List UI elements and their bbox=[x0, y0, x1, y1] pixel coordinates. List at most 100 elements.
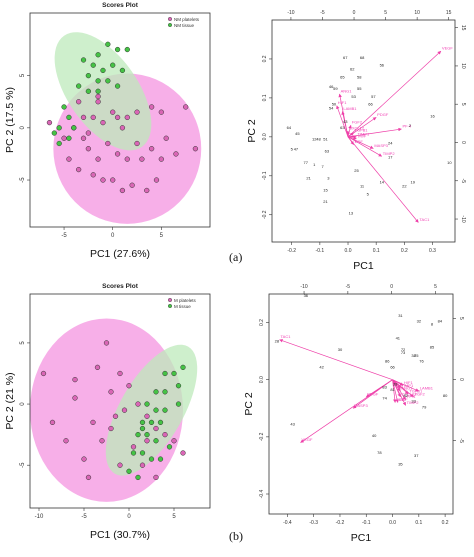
tissue-score-point bbox=[162, 389, 168, 395]
platelet-score-point bbox=[163, 135, 169, 141]
x-tick-label: -0.3 bbox=[309, 520, 318, 526]
loading-label: EGF bbox=[355, 139, 364, 144]
tissue-score-point bbox=[105, 41, 111, 47]
x-tick-label: -5 bbox=[61, 233, 67, 239]
x-tick-label: 0.3 bbox=[429, 248, 436, 254]
loading-arrow bbox=[347, 124, 352, 137]
loading-label: FGF2 bbox=[352, 120, 363, 125]
sample-label: 76 bbox=[419, 359, 424, 364]
x-tick-label: 0.0 bbox=[345, 248, 352, 254]
x-tick-label: 0.1 bbox=[373, 248, 380, 254]
chart-a-scores: Scores Plot -5 0 5 -5 0 5 PC1 (27.6%) PC 2 (17.5… bbox=[4, 2, 211, 260]
loading-arrow bbox=[347, 132, 354, 138]
sample-label: 16 bbox=[430, 113, 435, 118]
sample-label: 5 bbox=[291, 146, 294, 151]
sample-label: 41 bbox=[396, 336, 401, 341]
sample-label: 5 bbox=[367, 191, 370, 196]
tissue-score-point bbox=[51, 130, 57, 136]
loading-label: LAMB1 bbox=[343, 106, 357, 111]
platelet-score-point bbox=[61, 135, 67, 141]
sample-label: 17 bbox=[388, 154, 393, 159]
loading-label: VWF bbox=[399, 397, 408, 402]
platelet-score-point bbox=[95, 93, 101, 100]
platelet-score-point bbox=[180, 450, 186, 456]
tissue-confidence-ellipse bbox=[105, 344, 198, 476]
platelet-score-point bbox=[117, 462, 123, 468]
platelet-score-point bbox=[46, 119, 53, 126]
loading-label: TIMP2 bbox=[383, 151, 396, 156]
legend-label: M platelets bbox=[174, 298, 197, 303]
tissue-score-point bbox=[71, 125, 77, 131]
sample-label: 11 bbox=[360, 183, 365, 188]
sample-label: 45 bbox=[295, 131, 300, 136]
sample-label: 40 bbox=[372, 433, 377, 438]
loading-label: VWF bbox=[357, 133, 366, 138]
loading-label: TAC1 bbox=[281, 334, 292, 339]
loading-arrow bbox=[347, 136, 383, 157]
sample-label: 80 bbox=[443, 393, 448, 398]
sample-label: 3 bbox=[327, 176, 330, 181]
y-tick-label: 0.2 bbox=[259, 319, 265, 326]
loading-arrow bbox=[347, 50, 442, 138]
loading-label: VEGF bbox=[302, 437, 313, 442]
right-tick-label: 15 bbox=[460, 25, 466, 31]
loading-label: HIF1 bbox=[338, 100, 347, 105]
tissue-score-point bbox=[114, 46, 121, 53]
right-tick-label: 10 bbox=[460, 63, 466, 69]
platelet-score-point bbox=[108, 389, 114, 395]
platelet-score-point bbox=[192, 146, 199, 152]
tissue-score-point bbox=[95, 52, 101, 58]
loading-arrow bbox=[347, 136, 374, 149]
platelet-score-point bbox=[153, 425, 159, 432]
platelet-score-point bbox=[72, 395, 78, 401]
sample-label: 42 bbox=[319, 364, 324, 369]
top-tick-label: 0 bbox=[390, 284, 393, 290]
top-tick-label: -5 bbox=[320, 10, 325, 16]
loading-label: TGFB1 bbox=[355, 127, 369, 132]
sample-label: 22 bbox=[402, 183, 407, 188]
platelet-score-point bbox=[85, 146, 92, 152]
sample-label: 1 bbox=[313, 162, 316, 167]
platelet-score-point bbox=[148, 146, 155, 152]
y-axis-label: PC 2 bbox=[245, 392, 255, 416]
sample-label: 48 bbox=[316, 137, 321, 142]
loading-label: TIMP2 bbox=[407, 400, 420, 405]
plot-frame bbox=[271, 19, 456, 243]
platelet-score-point bbox=[134, 109, 140, 115]
platelet-score-point bbox=[108, 425, 114, 432]
platelet-score-point bbox=[94, 364, 101, 371]
platelet-score-point bbox=[139, 156, 145, 162]
tissue-score-point bbox=[135, 431, 141, 438]
tissue-score-point bbox=[157, 456, 164, 462]
loading-label: MASP3 bbox=[354, 403, 368, 408]
platelet-score-point bbox=[100, 119, 106, 126]
sample-label: 55 bbox=[357, 86, 362, 91]
platelet-score-point bbox=[114, 151, 121, 157]
x-tick-label: 0 bbox=[111, 233, 115, 239]
platelet-score-point bbox=[135, 401, 141, 407]
top-tick-label: 5 bbox=[384, 10, 387, 16]
platelet-score-point bbox=[105, 140, 111, 147]
right-tick-label: -10 bbox=[460, 215, 466, 222]
platelet-score-point bbox=[153, 474, 159, 481]
tissue-score-point bbox=[119, 67, 126, 74]
tissue-score-point bbox=[105, 78, 111, 84]
tissue-score-point bbox=[135, 474, 141, 481]
sample-label: 65 bbox=[340, 74, 345, 79]
sample-label: 38 bbox=[411, 353, 416, 358]
loading-arrow bbox=[392, 379, 401, 398]
tissue-score-point bbox=[61, 104, 67, 110]
sample-label: 14 bbox=[380, 180, 385, 185]
panel-label-b: (b) bbox=[229, 529, 243, 543]
x-tick-label: -0.1 bbox=[316, 248, 325, 254]
platelet-score-point bbox=[66, 156, 72, 162]
sample-label: 57 bbox=[371, 94, 376, 99]
y-axis-label: PC 2 (21 %) bbox=[4, 372, 16, 429]
legend-label: M tissue bbox=[174, 304, 191, 309]
sample-label: 54 bbox=[329, 106, 334, 111]
loading-label: LAMB1 bbox=[420, 386, 434, 391]
sample-label: 63 bbox=[325, 148, 330, 153]
y-tick-label: 0 bbox=[20, 402, 26, 406]
loading-arrow bbox=[336, 105, 349, 137]
